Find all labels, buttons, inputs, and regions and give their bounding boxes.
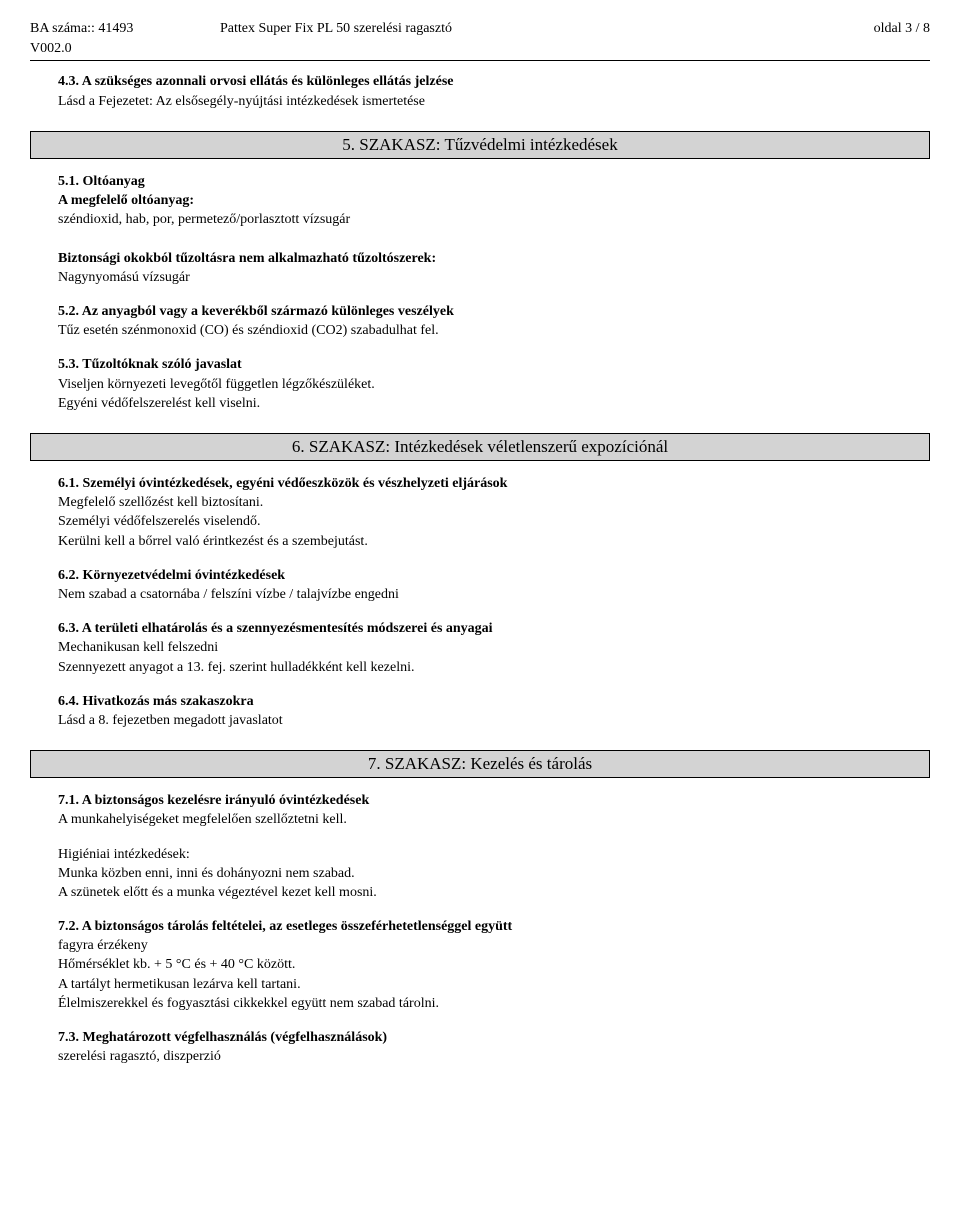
subheading-7-1-hygiene: Higiéniai intézkedések: — [58, 846, 930, 864]
text-6-1-1: Megfelelő szellőzést kell biztosítani. — [58, 494, 930, 512]
section-7-2: 7.2. A biztonságos tárolás feltételei, a… — [58, 918, 930, 1013]
heading-6-2: 6.2. Környezetvédelmi óvintézkedések — [58, 567, 930, 585]
text-5-3-1: Viseljen környezeti levegőtől független … — [58, 376, 930, 394]
text-7-1-1: A munkahelyiségeket megfelelően szellőzt… — [58, 811, 930, 829]
text-5-1-a: széndioxid, hab, por, permetező/porlaszt… — [58, 211, 930, 229]
heading-5-2: 5.2. Az anyagból vagy a keverékből szárm… — [58, 303, 930, 321]
subheading-5-1-a: A megfelelő oltóanyag: — [58, 192, 930, 210]
heading-6-3: 6.3. A területi elhatárolás és a szennye… — [58, 620, 930, 638]
text-7-1-2: Munka közben enni, inni és dohányozni ne… — [58, 865, 930, 883]
section-5-3: 5.3. Tűzoltóknak szóló javaslat Viseljen… — [58, 356, 930, 413]
section-7-1: 7.1. A biztonságos kezelésre irányuló óv… — [58, 792, 930, 829]
heading-4-3: 4.3. A szükséges azonnali orvosi ellátás… — [58, 73, 930, 91]
text-6-1-2: Személyi védőfelszerelés viselendő. — [58, 513, 930, 531]
text-6-3-1: Mechanikusan kell felszedni — [58, 639, 930, 657]
section-5-1: 5.1. Oltóanyag A megfelelő oltóanyag: sz… — [58, 173, 930, 287]
section-5-title: 5. SZAKASZ: Tűzvédelmi intézkedések — [30, 131, 930, 159]
heading-7-3: 7.3. Meghatározott végfelhasználás (végf… — [58, 1029, 930, 1047]
text-5-2-1: Tűz esetén szénmonoxid (CO) és széndioxi… — [58, 322, 930, 340]
text-7-2-4: Élelmiszerekkel és fogyasztási cikkekkel… — [58, 995, 930, 1013]
section-6-title: 6. SZAKASZ: Intézkedések véletlenszerű e… — [30, 433, 930, 461]
text-6-3-2: Szennyezett anyagot a 13. fej. szerint h… — [58, 659, 930, 677]
section-6-2: 6.2. Környezetvédelmi óvintézkedések Nem… — [58, 567, 930, 604]
text-5-1-b: Nagynyomású vízsugár — [58, 269, 930, 287]
heading-6-1: 6.1. Személyi óvintézkedések, egyéni véd… — [58, 475, 930, 493]
text-6-1-3: Kerülni kell a bőrrel való érintkezést é… — [58, 533, 930, 551]
header-version: V002.0 — [30, 40, 210, 58]
text-7-2-3: A tartályt hermetikusan lezárva kell tar… — [58, 976, 930, 994]
header-page-number: oldal 3 / 8 — [830, 20, 930, 38]
text-7-2-1: fagyra érzékeny — [58, 937, 930, 955]
heading-7-1: 7.1. A biztonságos kezelésre irányuló óv… — [58, 792, 930, 810]
text-7-1-3: A szünetek előtt és a munka végeztével k… — [58, 884, 930, 902]
section-6-1: 6.1. Személyi óvintézkedések, egyéni véd… — [58, 475, 930, 551]
heading-7-2: 7.2. A biztonságos tárolás feltételei, a… — [58, 918, 930, 936]
section-6-3: 6.3. A területi elhatárolás és a szennye… — [58, 620, 930, 677]
text-4-3-1: Lásd a Fejezetet: Az elsősegély-nyújtási… — [58, 93, 930, 111]
heading-5-1: 5.1. Oltóanyag — [58, 173, 930, 191]
text-7-3-1: szerelési ragasztó, diszperzió — [58, 1048, 930, 1066]
section-7-3: 7.3. Meghatározott végfelhasználás (végf… — [58, 1029, 930, 1066]
text-5-3-2: Egyéni védőfelszerelést kell viselni. — [58, 395, 930, 413]
heading-6-4: 6.4. Hivatkozás más szakaszokra — [58, 693, 930, 711]
header-divider — [30, 60, 930, 61]
text-6-2-1: Nem szabad a csatornába / felszíni vízbe… — [58, 586, 930, 604]
heading-5-3: 5.3. Tűzoltóknak szóló javaslat — [58, 356, 930, 374]
section-6-4: 6.4. Hivatkozás más szakaszokra Lásd a 8… — [58, 693, 930, 730]
section-4-3: 4.3. A szükséges azonnali orvosi ellátás… — [58, 73, 930, 110]
subheading-5-1-b: Biztonsági okokból tűzoltásra nem alkalm… — [58, 250, 930, 268]
section-7-title: 7. SZAKASZ: Kezelés és tárolás — [30, 750, 930, 778]
page-header-line2: V002.0 — [30, 40, 930, 58]
text-6-4-1: Lásd a 8. fejezetben megadott javaslatot — [58, 712, 930, 730]
page-header: BA száma:: 41493 Pattex Super Fix PL 50 … — [30, 20, 930, 38]
section-7-1-hygiene: Higiéniai intézkedések: Munka közben enn… — [58, 846, 930, 903]
header-ba-number: BA száma:: 41493 — [30, 20, 210, 38]
text-7-2-2: Hőmérséklet kb. + 5 °C és + 40 °C között… — [58, 956, 930, 974]
section-5-2: 5.2. Az anyagból vagy a keverékből szárm… — [58, 303, 930, 340]
header-title: Pattex Super Fix PL 50 szerelési ragaszt… — [210, 20, 830, 38]
